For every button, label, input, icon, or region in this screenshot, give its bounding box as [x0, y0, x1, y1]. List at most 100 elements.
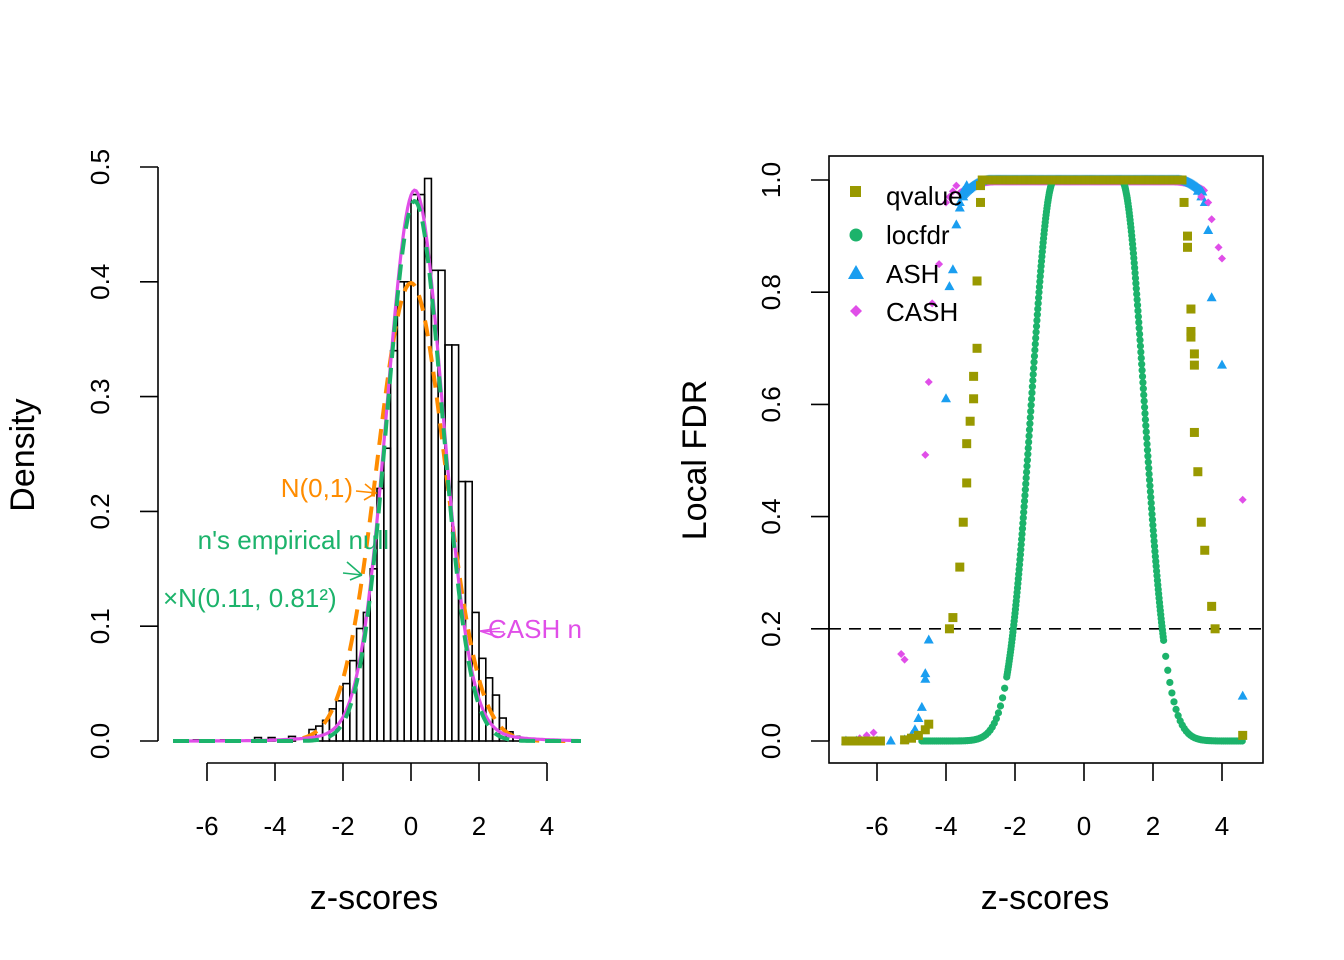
cash-point — [1214, 243, 1223, 252]
legend-marker-qvalue — [850, 186, 861, 197]
locfdr-point — [1017, 546, 1025, 554]
locfdr-point — [1146, 482, 1154, 490]
qvalue-point — [1186, 326, 1196, 336]
qvalue-point — [962, 478, 972, 488]
locfdr-point — [1140, 403, 1149, 411]
locfdr-point — [1148, 510, 1156, 518]
y-tick-label: 0.4 — [85, 264, 115, 300]
locfdr-point — [1148, 504, 1156, 513]
locfdr-point — [1136, 330, 1144, 338]
locfdr-point — [1017, 540, 1025, 549]
x-tick-label: 4 — [540, 811, 554, 841]
y-tick-label: 0.2 — [85, 493, 115, 529]
locfdr-point — [1136, 342, 1145, 350]
arrow-n01 — [355, 483, 378, 501]
locfdr-point — [1138, 372, 1147, 381]
locfdr-point — [1032, 322, 1041, 330]
locfdr-point — [1133, 296, 1141, 304]
locfdr-point — [1024, 450, 1032, 458]
locfdr-point — [1020, 497, 1029, 505]
locfdr-point — [1024, 444, 1032, 452]
histogram-bar — [389, 349, 399, 742]
locfdr-point — [1030, 364, 1038, 372]
locfdr-point — [1170, 698, 1178, 706]
y-tick-label: 0.2 — [756, 611, 786, 647]
cash-point — [928, 299, 937, 308]
qvalue-point — [1183, 242, 1192, 252]
qvalue-point — [1189, 427, 1199, 437]
ash-point — [947, 264, 958, 274]
cash-point — [1207, 215, 1216, 224]
locfdr-point — [1141, 415, 1150, 424]
y-axis: 0.0 0.1 0.2 0.3 0.4 0.5 — [85, 149, 159, 759]
y-tick-label: 0.1 — [85, 608, 115, 644]
x-tick-label: -2 — [331, 811, 354, 841]
legend-label-cash: CASH — [886, 297, 958, 327]
legend: qvalue locfdr ASH CASH — [848, 181, 963, 327]
locfdr-point — [1021, 486, 1029, 494]
qvalue-point — [848, 736, 858, 746]
x-tick-label: -6 — [195, 811, 218, 841]
histogram-bar — [416, 193, 426, 742]
annotation-cash: CASH n — [488, 614, 582, 644]
cash-point — [935, 260, 944, 269]
locfdr-point — [1148, 516, 1157, 524]
locfdr-point — [1034, 305, 1042, 313]
qvalue-point — [841, 736, 851, 746]
cash-point — [942, 198, 950, 207]
y-axis: 0.0 0.2 0.4 0.6 0.8 1.0 — [756, 162, 830, 759]
ash-point — [913, 713, 924, 723]
x-tick-label: 2 — [1146, 811, 1160, 841]
locfdr-point — [1134, 307, 1142, 315]
locfdr-point — [1144, 458, 1152, 466]
qvalue-point — [875, 736, 885, 746]
locfdr-point — [1018, 525, 1027, 533]
ash-point — [885, 735, 896, 745]
locfdr-point — [1018, 535, 1026, 543]
qvalue-point — [1196, 517, 1206, 527]
cash-point — [948, 187, 957, 196]
locfdr-point — [1032, 334, 1040, 342]
histogram-bar — [396, 280, 405, 742]
legend-label-ash: ASH — [886, 259, 939, 289]
locfdr-point — [1136, 336, 1144, 344]
qvalue-point — [900, 735, 910, 745]
y-tick-label: 0.0 — [85, 723, 115, 759]
qvalue-point — [976, 197, 985, 207]
curve-annotations: N(0,1) n's empirical null ×N(0.11, 0.81²… — [163, 473, 582, 644]
y-tick-label: 0.3 — [85, 379, 115, 415]
locfdr-point — [1138, 366, 1146, 374]
locfdr-point — [1145, 476, 1154, 484]
locfdr-point — [1147, 493, 1155, 501]
locfdr-point — [1020, 508, 1028, 516]
locfdr-point — [1168, 689, 1176, 697]
legend-marker-cash — [850, 305, 862, 317]
histogram-bar — [444, 344, 453, 742]
qvalue-point — [1179, 197, 1189, 207]
qvalue-point — [1177, 175, 1187, 185]
histogram-bar — [369, 567, 378, 742]
locfdr-point — [1035, 283, 1044, 291]
locfdr-point — [1137, 348, 1145, 356]
qvalue-point — [920, 725, 930, 735]
ash-point — [958, 191, 969, 201]
locfdr-point — [1133, 290, 1141, 298]
ash-point — [1203, 224, 1214, 234]
locfdr-point — [1149, 526, 1157, 535]
locfdr-point — [1034, 294, 1043, 302]
qvalue-point — [948, 613, 958, 623]
qvalue-point — [1186, 304, 1196, 314]
ash-point — [1206, 292, 1217, 302]
locfdr-point — [1031, 340, 1039, 348]
locfdr-point — [1147, 499, 1155, 507]
locfdr-point — [1132, 279, 1140, 287]
ash-point — [920, 668, 931, 678]
locfdr-point — [1027, 407, 1035, 415]
qvalue-point — [1189, 349, 1199, 359]
y-tick-label: 0.5 — [85, 149, 115, 185]
legend-label-qvalue: qvalue — [886, 181, 963, 211]
locfdr-point — [1140, 397, 1148, 405]
y-axis-title: Density — [4, 398, 42, 511]
locfdr-point — [998, 694, 1007, 702]
y-tick-label: 1.0 — [756, 162, 786, 198]
